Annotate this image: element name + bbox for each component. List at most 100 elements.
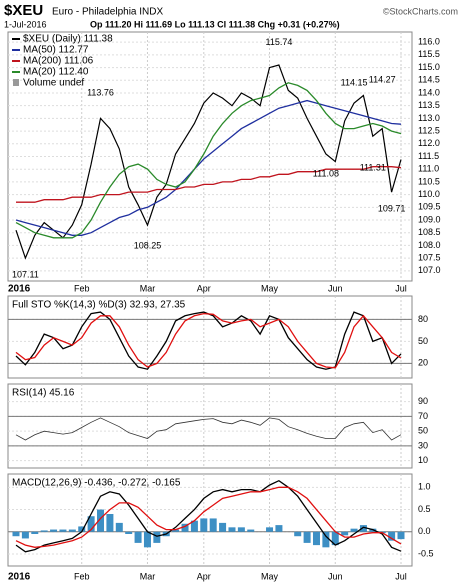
y-tick-label: 109.0	[418, 214, 441, 224]
y-tick-label: 0.5	[418, 504, 431, 514]
y-tick-label: 110.0	[418, 189, 440, 199]
histogram-bar	[68, 529, 76, 532]
y-tick-label: 30	[418, 440, 428, 450]
y-tick-label: 108.5	[418, 227, 441, 237]
legend-label: Volume undef	[23, 78, 84, 89]
series-line	[15, 82, 402, 239]
histogram-bar	[143, 531, 151, 548]
legend-label: $XEU (Daily) 111.38	[23, 34, 113, 45]
x-tick-label: Apr	[197, 571, 211, 581]
x-tick-label: May	[261, 571, 279, 581]
price-annotation: 114.27	[369, 74, 396, 84]
series-line	[15, 64, 402, 260]
histogram-bar	[21, 531, 29, 539]
y-tick-label: 0.0	[418, 526, 431, 536]
y-tick-label: 112.5	[418, 125, 440, 135]
x-tick-label: Jul	[395, 571, 407, 581]
histogram-bar	[397, 531, 405, 540]
x-tick-label: Apr	[197, 283, 211, 293]
histogram-bar	[209, 518, 217, 532]
series-line	[16, 166, 402, 203]
quote: Op 111.20 Hi 111.69 Lo 111.13 Cl 111.38 …	[90, 19, 340, 29]
histogram-bar	[266, 527, 274, 532]
panel-frame	[7, 295, 413, 379]
y-tick-label: 115.0	[418, 62, 440, 72]
x-tick-label: Feb	[74, 571, 90, 581]
series-line	[15, 311, 402, 370]
y-tick-label: 113.5	[418, 100, 440, 110]
x-tick-label: Mar	[140, 571, 156, 581]
symbol-name: Euro - Philadelphia INDX	[52, 7, 163, 18]
histogram-bar	[106, 514, 114, 532]
date: 1-Jul-2016	[4, 19, 47, 29]
series-line	[15, 479, 402, 553]
histogram-bar	[237, 527, 245, 532]
legend-label: MA(20) 112.40	[23, 67, 89, 78]
histogram-bar	[125, 531, 133, 534]
histogram-bar	[190, 520, 198, 532]
price-annotation: 114.15	[341, 78, 368, 88]
histogram-bar	[50, 529, 58, 532]
histogram-bar	[322, 531, 330, 548]
histogram-bar	[341, 531, 349, 536]
histogram-bar	[153, 531, 161, 543]
y-tick-label: 112.0	[418, 138, 440, 148]
series-line	[15, 312, 402, 369]
panel-label: MACD(12,26,9) -0.436, -0.272, -0.165	[12, 478, 181, 489]
histogram-bar	[294, 531, 302, 537]
y-tick-label: 80	[418, 314, 428, 324]
series-line	[15, 99, 402, 236]
histogram-bar	[228, 527, 236, 532]
y-tick-label: 20	[418, 358, 428, 368]
y-tick-label: 50	[418, 426, 428, 436]
x-tick-label: Jun	[328, 283, 343, 293]
price-annotation: 111.08	[313, 169, 339, 179]
legend-label: MA(200) 111.06	[23, 56, 94, 67]
histogram-bar	[87, 516, 95, 532]
panel-frame	[7, 383, 413, 469]
x-tick-label: Jul	[395, 283, 407, 293]
histogram-bar	[388, 531, 396, 541]
histogram-bar	[303, 531, 311, 543]
histogram-bar	[331, 531, 339, 546]
histogram-bar	[12, 531, 20, 537]
y-tick-label: 10	[418, 455, 428, 465]
histogram-bar	[181, 523, 189, 532]
panel-label: Full STO %K(14,3) %D(3) 32.93, 27.35	[12, 300, 186, 311]
histogram-bar	[78, 526, 86, 532]
y-tick-label: 70	[418, 411, 428, 421]
histogram-bar	[219, 522, 227, 532]
histogram-bar	[350, 528, 358, 532]
x-tick-label: Feb	[74, 283, 90, 293]
y-tick-label: 111.0	[418, 164, 439, 174]
histogram-bar	[359, 525, 367, 532]
x-tick-label: May	[261, 283, 279, 293]
price-annotation: 109.71	[378, 203, 406, 213]
x-tick-label: 2016	[8, 284, 31, 295]
histogram-bar	[97, 509, 105, 532]
y-tick-label: 115.5	[418, 49, 440, 59]
price-annotation: 111.31	[360, 163, 386, 173]
y-tick-label: 116.0	[418, 37, 440, 47]
price-annotation: 107.11	[12, 269, 39, 279]
y-tick-label: 110.5	[418, 176, 440, 186]
price-annotation: 113.76	[87, 87, 114, 97]
series-line	[15, 417, 402, 441]
y-tick-label: 114.5	[418, 75, 440, 85]
y-tick-label: 108.0	[418, 240, 441, 250]
price-annotation: 115.74	[265, 37, 292, 47]
y-tick-label: 114.0	[418, 87, 440, 97]
symbol: $XEU	[4, 2, 43, 19]
x-tick-label: Jun	[328, 571, 343, 581]
histogram-bar	[172, 529, 180, 532]
y-tick-label: 109.5	[418, 202, 441, 212]
legend-swatch	[13, 79, 19, 86]
panel-frame	[7, 473, 413, 567]
price-annotation: 108.25	[134, 240, 162, 250]
y-tick-label: 1.0	[418, 482, 431, 492]
y-tick-label: 50	[418, 336, 428, 346]
y-tick-label: 111.5	[418, 151, 439, 161]
histogram-bar	[134, 531, 142, 543]
histogram-bar	[200, 518, 208, 532]
